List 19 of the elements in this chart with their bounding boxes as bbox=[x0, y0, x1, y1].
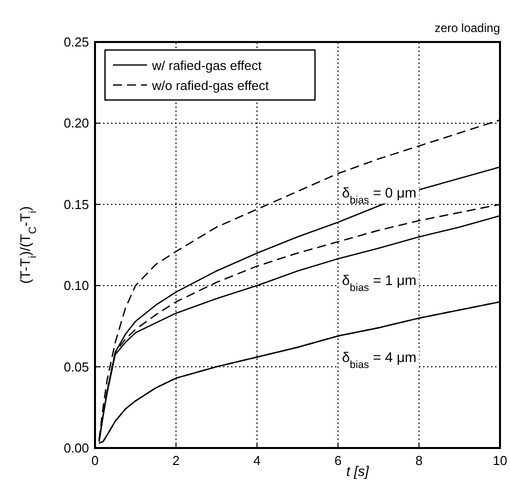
y-tick-label: 0.05 bbox=[64, 359, 89, 374]
x-tick-label: 4 bbox=[253, 453, 261, 468]
legend-label: w/o rafied-gas effect bbox=[151, 78, 270, 93]
y-tick-label: 0.00 bbox=[64, 440, 89, 456]
x-tick-label: 0 bbox=[91, 453, 99, 468]
y-tick-label: 0.10 bbox=[64, 278, 89, 294]
y-tick-label: 0.20 bbox=[64, 116, 89, 131]
annotation: δ$_{bias}$ = 1 μm bbox=[342, 272, 416, 294]
chart-title: zero loading bbox=[434, 21, 500, 35]
x-tick-label: 10 bbox=[492, 453, 508, 468]
y-tick-label: 0.15 bbox=[64, 196, 89, 212]
x-tick-label: 8 bbox=[415, 453, 423, 468]
x-tick-label: 6 bbox=[334, 453, 342, 468]
x-tick-label: 2 bbox=[172, 453, 180, 468]
annotation: δ$_{bias}$ = 4 μm bbox=[342, 348, 416, 371]
x-axis-title: t [s] bbox=[346, 463, 370, 479]
annotation: δ$_{bias}$ = 0 μm bbox=[342, 184, 416, 207]
legend-label: w/ rafied-gas effect bbox=[151, 58, 262, 73]
y-tick-label: 0.25 bbox=[64, 34, 89, 50]
